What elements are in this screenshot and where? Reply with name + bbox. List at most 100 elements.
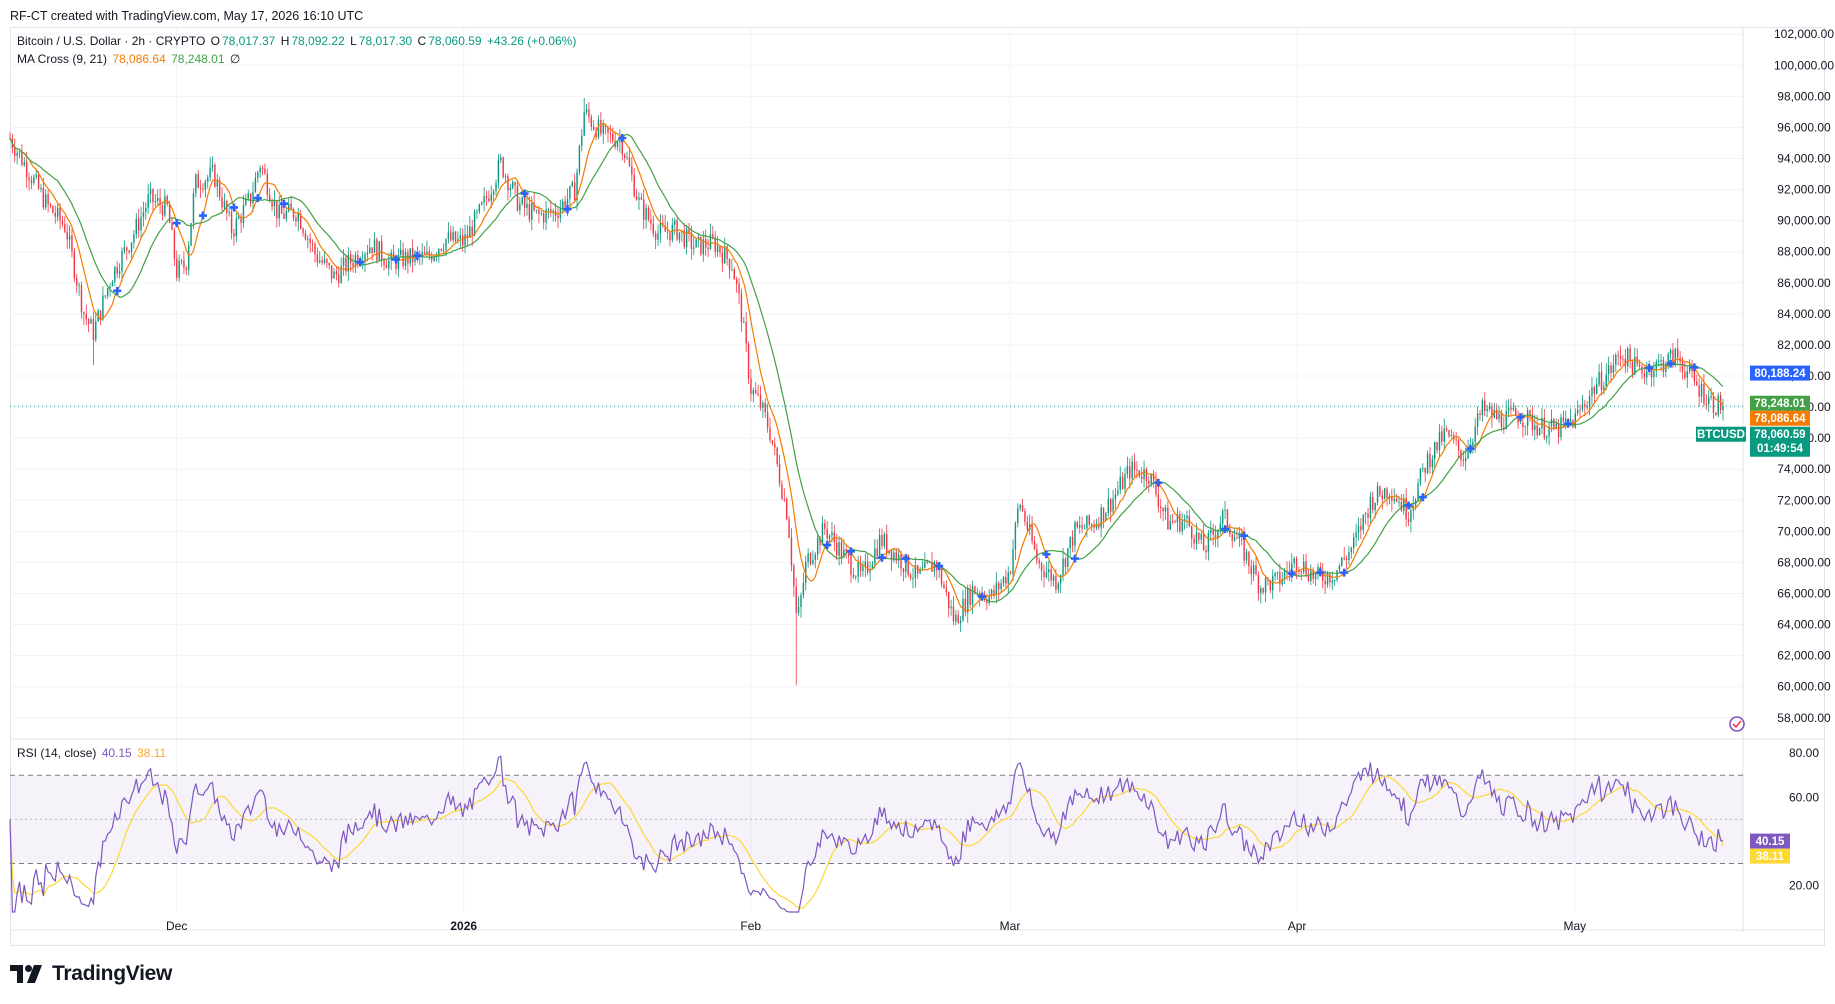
candle-body xyxy=(745,321,747,344)
price-axis-tick: 86,000.00 xyxy=(1777,276,1831,290)
candle-body xyxy=(1331,580,1333,583)
candle-body xyxy=(621,139,624,155)
candle-body xyxy=(809,553,812,564)
candle-body xyxy=(1555,423,1557,429)
candle-body xyxy=(795,586,797,613)
candle-body xyxy=(1481,400,1484,416)
candle-body xyxy=(1598,371,1600,385)
candle-body xyxy=(1074,522,1076,546)
candle-body xyxy=(931,561,933,572)
candle-body xyxy=(1403,497,1405,511)
candle-body xyxy=(1205,550,1207,553)
ma-label[interactable]: MA Cross (9, 21) xyxy=(17,52,108,66)
candle-body xyxy=(1653,371,1655,378)
candle-body xyxy=(466,234,469,238)
candle-body xyxy=(56,207,59,217)
candle-body xyxy=(1148,480,1150,484)
candle-body xyxy=(755,389,757,394)
candle-body xyxy=(290,203,292,209)
price-axis-tick: 94,000.00 xyxy=(1777,152,1831,166)
time-axis-tick: Mar xyxy=(1000,919,1021,933)
candle-body xyxy=(1450,434,1453,437)
candle-body xyxy=(738,283,740,294)
price-tag xyxy=(1750,365,1810,381)
candle-body xyxy=(1107,498,1110,514)
candle-body xyxy=(1515,407,1517,416)
candle-body xyxy=(1302,561,1305,572)
candle-body xyxy=(1181,521,1183,532)
candle-body xyxy=(75,278,78,286)
candle-body xyxy=(330,265,333,279)
candle-body xyxy=(23,162,26,166)
candle-body xyxy=(488,198,490,201)
candle-body xyxy=(147,194,149,208)
candle-body xyxy=(33,176,35,184)
candle-body xyxy=(1131,461,1133,479)
candle-body xyxy=(1322,571,1324,581)
candle-body xyxy=(21,151,23,166)
candle-body xyxy=(438,249,440,256)
candle-body xyxy=(1262,588,1264,593)
candle-body xyxy=(762,402,764,408)
candle-body xyxy=(1703,383,1705,405)
candle-body xyxy=(376,239,378,261)
candle-body xyxy=(323,259,326,263)
candle-body xyxy=(504,176,507,178)
candle-body xyxy=(285,211,288,219)
candle-body xyxy=(1588,396,1591,407)
candle-body xyxy=(993,589,995,595)
candle-body xyxy=(724,246,726,264)
auto-scale-icon[interactable] xyxy=(1729,716,1745,732)
candle-body xyxy=(452,231,454,241)
ma-slow-line xyxy=(9,133,1724,603)
candle-body xyxy=(1300,571,1303,573)
candle-body xyxy=(1519,422,1522,424)
candle-body xyxy=(626,157,628,159)
price-tag-label: 80,188.24 xyxy=(1754,368,1806,380)
candle-body xyxy=(633,174,635,197)
candle-body xyxy=(523,197,526,209)
candle-body xyxy=(707,247,709,250)
ma-cross-marker xyxy=(113,286,122,295)
candle-body xyxy=(1043,571,1045,577)
time-axis-tick: Apr xyxy=(1288,919,1307,933)
candle-body xyxy=(1674,348,1677,366)
candle-body xyxy=(1579,409,1581,411)
candle-body xyxy=(1248,551,1250,567)
symbol-title[interactable]: Bitcoin / U.S. Dollar · 2h · CRYPTO xyxy=(17,34,206,48)
rsi-label[interactable]: RSI (14, close) xyxy=(17,746,97,760)
price-tag xyxy=(1750,395,1810,411)
candle-body xyxy=(788,519,790,538)
candle-body xyxy=(509,187,512,191)
candle-body xyxy=(1336,570,1338,581)
candle-body xyxy=(924,561,926,568)
candle-body xyxy=(1207,533,1210,553)
candle-body xyxy=(1295,558,1298,570)
candle-body xyxy=(888,550,890,554)
price-axis-tick: 58,000.00 xyxy=(1777,711,1831,725)
candle-body xyxy=(135,218,137,235)
candle-body xyxy=(357,255,359,264)
candle-body xyxy=(609,132,612,134)
candle-body xyxy=(1195,532,1198,544)
symbol-badge[interactable] xyxy=(1696,426,1746,442)
candle-body xyxy=(1133,461,1136,470)
candle-body xyxy=(962,598,964,621)
candle-body xyxy=(1383,488,1386,500)
candle-body xyxy=(704,239,707,248)
candle-body xyxy=(307,238,309,240)
candle-body xyxy=(340,265,342,283)
candle-body xyxy=(1650,367,1653,378)
tradingview-logo[interactable]: TradingView xyxy=(10,962,172,986)
price-axis-tick: 100,000.00 xyxy=(1774,58,1834,72)
candle-body xyxy=(545,209,547,223)
candle-body xyxy=(400,249,402,255)
candle-body xyxy=(380,241,383,261)
candle-body xyxy=(90,319,92,324)
candle-body xyxy=(80,285,83,313)
candle-body xyxy=(195,174,197,194)
candle-body xyxy=(907,555,909,575)
price-tag-label: 78,086.64 xyxy=(1754,413,1806,425)
candle-body xyxy=(1593,387,1596,394)
